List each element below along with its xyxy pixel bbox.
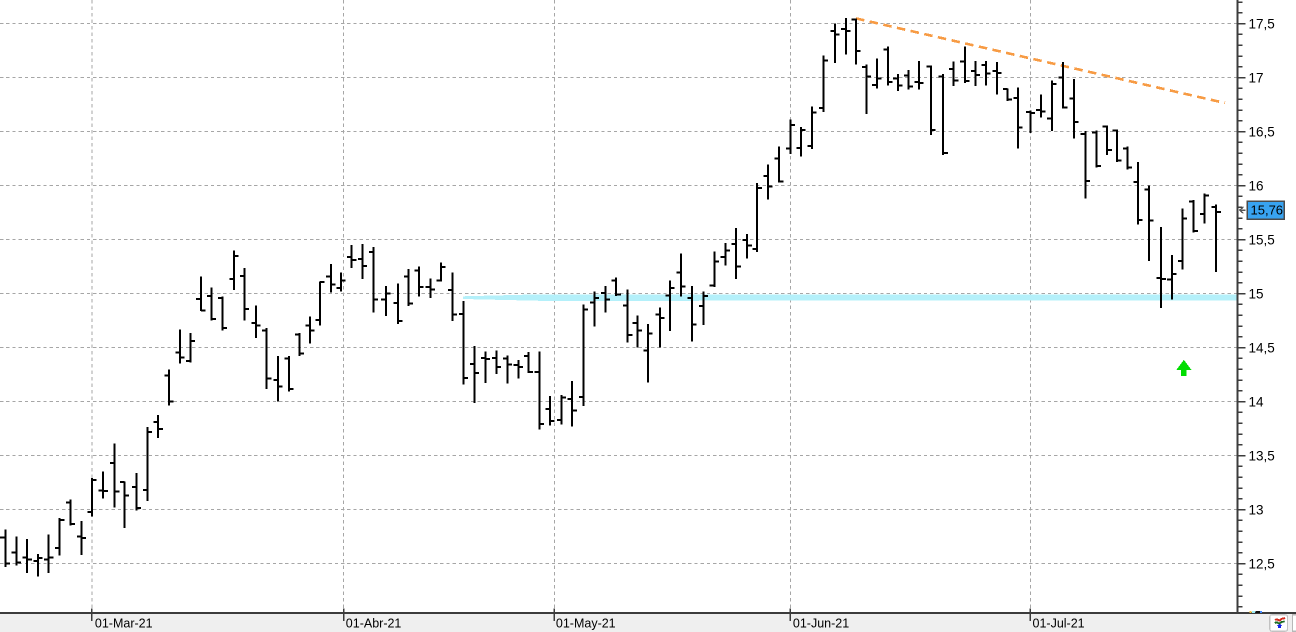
svg-text:01-Jul-21: 01-Jul-21 (1033, 617, 1085, 631)
svg-text:17: 17 (1249, 70, 1264, 85)
svg-text:16,5: 16,5 (1249, 124, 1275, 139)
svg-text:16: 16 (1249, 178, 1264, 193)
svg-text:13: 13 (1249, 502, 1264, 517)
svg-text:15,5: 15,5 (1249, 232, 1275, 247)
svg-text:01-Mar-21: 01-Mar-21 (95, 617, 153, 631)
svg-text:13,5: 13,5 (1249, 448, 1275, 463)
svg-text:01-May-21: 01-May-21 (556, 617, 616, 631)
svg-text:15: 15 (1249, 286, 1264, 301)
svg-text:01-Abr-21: 01-Abr-21 (346, 617, 402, 631)
svg-text:12,5: 12,5 (1249, 556, 1275, 571)
svg-text:15,76: 15,76 (1251, 203, 1284, 218)
svg-text:01-Jun-21: 01-Jun-21 (793, 617, 849, 631)
svg-text:14: 14 (1249, 394, 1265, 409)
svg-text:14,5: 14,5 (1249, 340, 1275, 355)
svg-text:17,5: 17,5 (1249, 16, 1275, 31)
